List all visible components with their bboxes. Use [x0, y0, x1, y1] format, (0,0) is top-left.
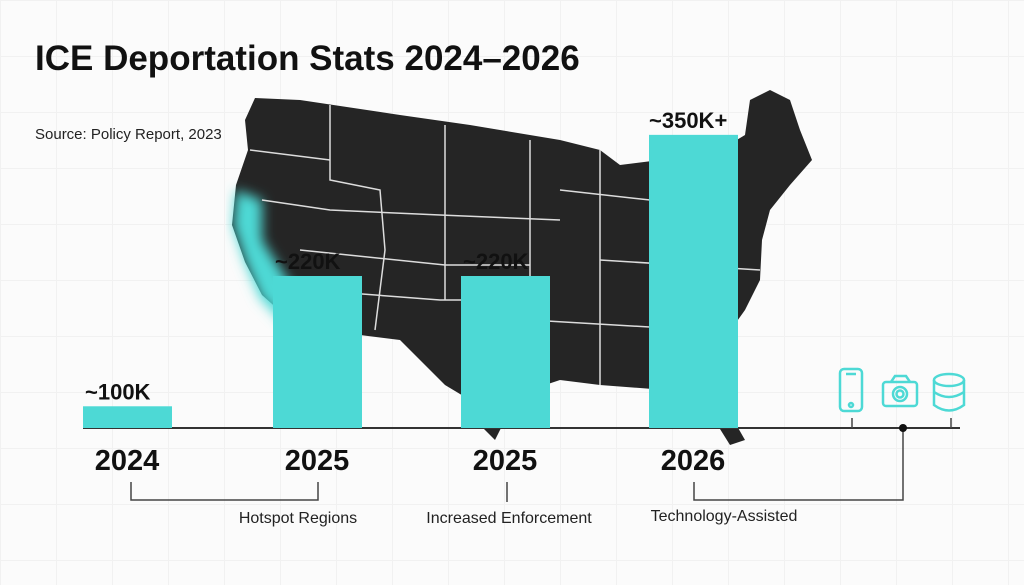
chart-title: ICE Deportation Stats 2024–2026 — [35, 39, 580, 78]
database-icon — [932, 372, 966, 412]
value-label: ~220K — [275, 249, 341, 274]
category-label: 2024 — [95, 445, 160, 477]
value-label: ~220K — [463, 249, 529, 274]
bar — [83, 406, 172, 428]
group-label-hotspot: Hotspot Regions — [239, 510, 357, 527]
value-label: ~350K+ — [649, 108, 727, 133]
chart-subtitle: Source: Policy Report, 2023 — [35, 126, 222, 143]
bar — [649, 134, 738, 428]
group-label-technology: Technology-Assisted — [651, 508, 798, 525]
bracket-lines — [130, 418, 952, 502]
category-label: 2025 — [285, 445, 350, 477]
group-label-enforcement: Increased Enforcement — [426, 510, 592, 527]
bar — [461, 276, 550, 428]
category-label: 2025 — [473, 445, 538, 477]
bar — [273, 276, 362, 428]
camera-icon — [881, 374, 919, 408]
smartphone-icon — [838, 367, 864, 413]
category-label: 2026 — [661, 445, 726, 477]
value-label: ~100K — [85, 379, 151, 404]
junction-dot — [899, 424, 907, 432]
